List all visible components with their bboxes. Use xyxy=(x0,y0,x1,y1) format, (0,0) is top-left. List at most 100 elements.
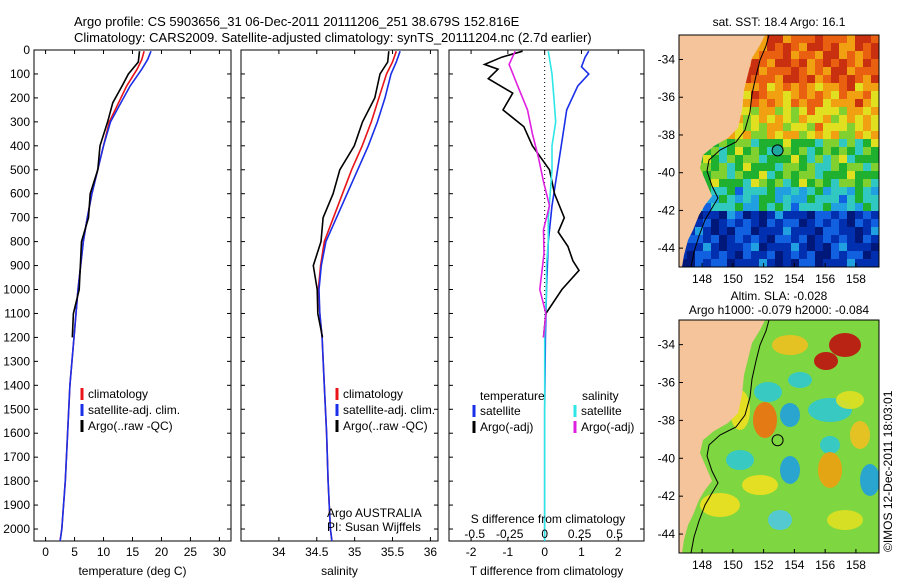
sst-cell xyxy=(759,211,767,219)
sst-cell xyxy=(727,163,735,171)
sst-cell xyxy=(871,171,879,179)
difference-series-argo_s xyxy=(508,50,551,338)
depth-tick-label: 600 xyxy=(10,187,30,201)
sst-cell xyxy=(687,251,695,259)
sst-cell xyxy=(863,59,871,67)
sst-cell xyxy=(775,99,783,107)
depth-tick-label: 1300 xyxy=(3,354,30,368)
sst-cell xyxy=(847,115,855,123)
sst-cell xyxy=(783,35,791,43)
sst-cell xyxy=(775,131,783,139)
sst-cell xyxy=(743,99,751,107)
sla-map-subtitle: Argo h1000: -0.079 h2000: -0.084 xyxy=(689,303,869,317)
sst-cell xyxy=(791,195,799,203)
sst-cell xyxy=(783,195,791,203)
sst-cell xyxy=(823,107,831,115)
sst-cell xyxy=(847,259,855,267)
sst-cell xyxy=(815,83,823,91)
sla_map-ytick-label: -40 xyxy=(658,451,676,465)
sst-cell xyxy=(775,171,783,179)
sst-cell xyxy=(815,211,823,219)
sst-cell xyxy=(767,251,775,259)
sst-cell xyxy=(735,163,743,171)
sst-cell xyxy=(847,251,855,259)
sla_map-ytick-label: -44 xyxy=(658,527,676,541)
temperature-xlabel: temperature (deg C) xyxy=(78,564,186,578)
sst-cell xyxy=(775,227,783,235)
sst-cell xyxy=(847,171,855,179)
salinity-legend-label: satellite-adj. clim. xyxy=(343,403,435,417)
sst-cell xyxy=(807,155,815,163)
sla-anomaly-blob xyxy=(788,372,812,388)
sst-cell xyxy=(823,35,831,43)
sst-cell xyxy=(735,243,743,251)
sst-cell xyxy=(847,75,855,83)
depth-tick-label: 100 xyxy=(10,67,30,81)
sst-cell xyxy=(783,131,791,139)
sst-cell xyxy=(863,155,871,163)
sst-cell xyxy=(823,51,831,59)
sst_map-ytick-label: -40 xyxy=(658,166,676,180)
sst-cell xyxy=(767,235,775,243)
sst-cell xyxy=(775,75,783,83)
depth-tick-label: 900 xyxy=(10,259,30,273)
sst-cell xyxy=(751,219,759,227)
sst-cell xyxy=(767,219,775,227)
sst-cell xyxy=(791,259,799,267)
sst-cell xyxy=(855,187,863,195)
sst-cell xyxy=(799,171,807,179)
temperature-frame xyxy=(33,49,232,542)
legend-t-label: Argo(-adj) xyxy=(480,420,533,434)
sst-cell xyxy=(743,187,751,195)
sst-cell xyxy=(775,43,783,51)
sst-cell xyxy=(775,139,783,147)
sst-cell xyxy=(847,219,855,227)
sst-cell xyxy=(711,227,719,235)
sst-cell xyxy=(703,243,711,251)
salinity-xtick-label: 34.5 xyxy=(305,545,329,559)
sst-cell xyxy=(711,251,719,259)
sst-cell xyxy=(871,155,879,163)
argo-country: Argo AUSTRALIA xyxy=(327,506,422,520)
sla-anomaly-blob xyxy=(814,352,838,370)
sst-cell xyxy=(807,211,815,219)
sst-cell xyxy=(767,203,775,211)
temperature-xtick-label: 30 xyxy=(213,545,227,559)
sst-cell xyxy=(871,227,879,235)
depth-tick-label: 1600 xyxy=(3,426,30,440)
sst-cell xyxy=(719,211,727,219)
sla-anomaly-blob xyxy=(753,402,777,438)
sst-cell xyxy=(743,163,751,171)
difference-xlabel: T difference from climatology xyxy=(470,564,624,578)
sst-cell xyxy=(799,99,807,107)
sst-cell xyxy=(823,211,831,219)
sst-cell xyxy=(783,43,791,51)
sst-cell xyxy=(823,99,831,107)
sst_map-xtick-label: 158 xyxy=(846,272,866,286)
sst-cell xyxy=(759,171,767,179)
sst-cell xyxy=(839,235,847,243)
sst-cell xyxy=(855,147,863,155)
sst-cell xyxy=(759,195,767,203)
sst-cell xyxy=(855,211,863,219)
sst-cell xyxy=(831,147,839,155)
sst-cell xyxy=(807,187,815,195)
sst-cell xyxy=(783,59,791,67)
sla_map-xtick-label: 150 xyxy=(723,558,743,572)
sst-cell xyxy=(863,243,871,251)
sst-cell xyxy=(735,219,743,227)
sst-cell xyxy=(815,75,823,83)
sst-cell xyxy=(871,91,879,99)
sst-cell xyxy=(855,99,863,107)
sst-cell xyxy=(751,139,759,147)
sst-cell xyxy=(815,227,823,235)
sst-cell xyxy=(775,115,783,123)
sst-cell xyxy=(767,179,775,187)
sst-cell xyxy=(719,251,727,259)
sst-cell xyxy=(831,107,839,115)
sst-cell xyxy=(863,227,871,235)
sst-cell xyxy=(815,243,823,251)
sst-cell xyxy=(871,107,879,115)
sst-cell xyxy=(759,147,767,155)
sst-cell xyxy=(823,67,831,75)
